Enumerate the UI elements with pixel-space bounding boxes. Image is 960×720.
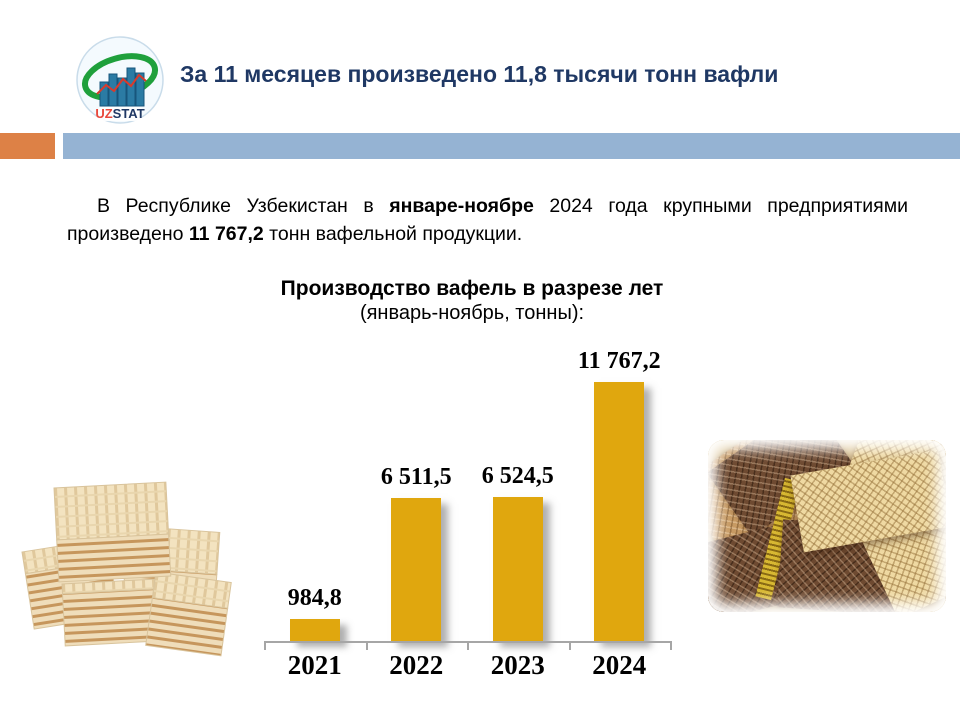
slide-title: За 11 месяцев произведено 11,8 тысячи то… xyxy=(180,61,779,87)
right-wafer-photo xyxy=(708,440,946,612)
photo-soft-edge xyxy=(708,440,946,612)
x-axis-tick xyxy=(467,641,469,650)
bar-2023 xyxy=(492,497,543,641)
wafer-block xyxy=(61,578,162,647)
intro-paragraph: В Республике Узбекистан в январе-ноябре … xyxy=(67,192,908,248)
x-axis-tick xyxy=(365,641,368,650)
x-axis-tick xyxy=(568,641,571,650)
bar-2024 xyxy=(594,382,645,641)
category-label-2024: 2024 xyxy=(592,650,647,680)
paragraph-bold-total: 11 767,2 xyxy=(188,223,264,245)
paragraph-text: произведено xyxy=(67,223,189,245)
bar-2021 xyxy=(289,619,340,641)
paragraph-line-1: В Республике Узбекистан в январе-ноябре … xyxy=(67,192,908,220)
category-label-2023: 2023 xyxy=(490,650,545,680)
category-label-2022: 2022 xyxy=(389,650,444,680)
category-label-2021: 2021 xyxy=(287,650,342,680)
value-label-2024: 11 767,2 xyxy=(577,348,661,374)
paragraph-text: тонн вафельной продукции. xyxy=(263,223,523,245)
logo-trend-line-icon xyxy=(96,73,147,95)
left-wafer-photo xyxy=(21,481,232,657)
value-label-2023: 6 524,5 xyxy=(481,463,554,489)
paragraph-text: 2024 года крупными предприятиями xyxy=(533,195,908,217)
logo-text-plate xyxy=(98,107,142,121)
chart-subtitle: (январь-ноябрь, тонны): xyxy=(359,302,585,324)
wafer-block xyxy=(145,571,232,657)
uzstat-logo: UZSTAT xyxy=(76,36,164,124)
logo-text-stat: STAT xyxy=(113,106,145,121)
x-axis-tick xyxy=(264,641,266,650)
accent-bar-blue xyxy=(63,133,960,159)
paragraph-text: В Республике Узбекистан в xyxy=(97,195,390,217)
wafer-block xyxy=(53,481,172,583)
logo-text-uz: UZ xyxy=(95,106,112,121)
logo-text: UZSTAT xyxy=(95,106,144,121)
paragraph-bold-period: январе-ноябре xyxy=(389,195,534,217)
accent-bar-orange xyxy=(0,133,55,159)
bar-2022 xyxy=(391,498,442,641)
x-axis-tick xyxy=(670,641,672,650)
value-label-2022: 6 511,5 xyxy=(380,464,452,490)
chart-title: Производство вафель в разрезе лет xyxy=(280,277,664,300)
value-label-2021: 984,8 xyxy=(287,585,342,611)
chart-title-block: Производство вафель в разрезе лет (январ… xyxy=(192,276,752,325)
paragraph-line-2: произведено 11 767,2 тонн вафельной прод… xyxy=(67,220,908,248)
